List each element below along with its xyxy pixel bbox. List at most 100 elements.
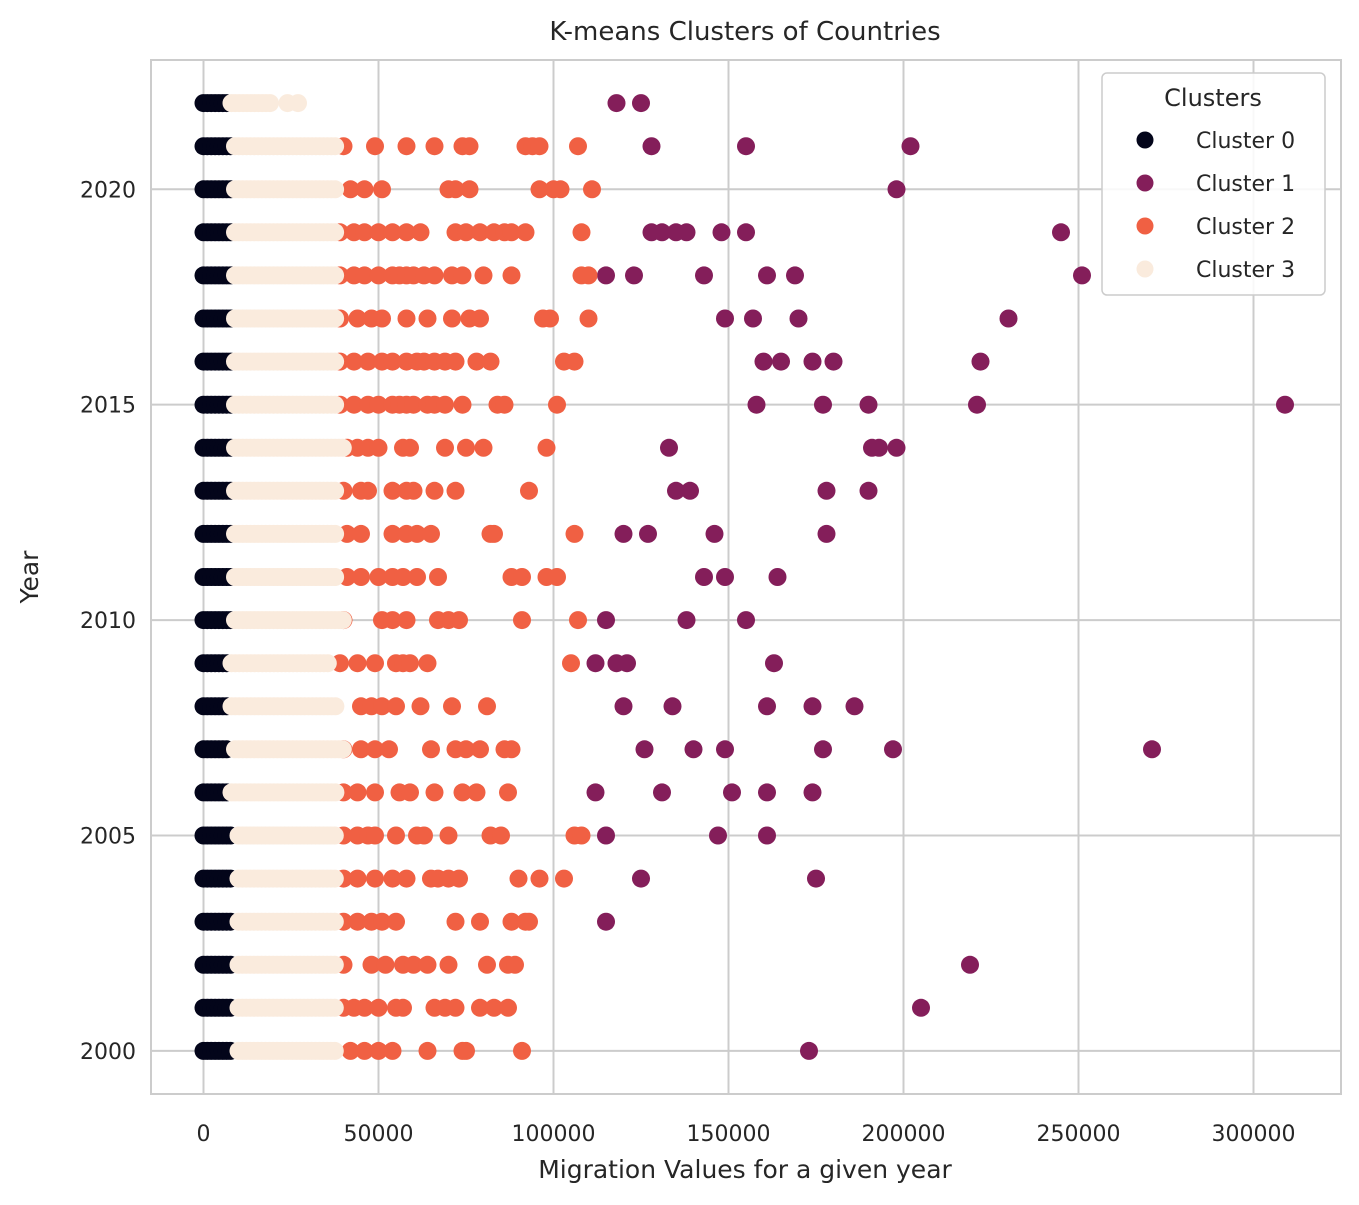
data-point	[383, 611, 402, 630]
data-point	[572, 826, 591, 845]
data-point	[369, 1041, 388, 1060]
legend: Clusters Cluster 0 Cluster 1 Cluster 2 Clus…	[1101, 72, 1326, 296]
data-point	[471, 309, 489, 328]
x-tick-label: 200000	[862, 1122, 946, 1147]
data-point	[415, 826, 433, 845]
data-point	[845, 697, 864, 716]
data-point	[695, 568, 713, 586]
data-point	[800, 1041, 818, 1060]
data-point	[387, 826, 405, 845]
data-point	[814, 395, 832, 414]
y-axis-label: Year	[15, 550, 44, 605]
data-point	[345, 352, 363, 371]
x-tick-label: 250000	[1037, 1122, 1121, 1147]
data-point	[772, 352, 790, 371]
data-point	[397, 869, 416, 888]
data-point	[737, 611, 755, 630]
data-point	[663, 697, 682, 716]
data-point	[716, 740, 734, 759]
data-point	[681, 481, 699, 500]
x-tick-label: 0	[197, 1122, 211, 1147]
data-point	[404, 955, 423, 974]
data-point	[333, 438, 352, 457]
data-point	[569, 137, 587, 156]
data-point	[348, 783, 367, 802]
data-point	[418, 309, 437, 328]
data-point	[359, 481, 377, 500]
data-point	[597, 611, 615, 630]
data-point	[765, 654, 783, 673]
data-point	[425, 137, 444, 156]
data-point	[716, 309, 734, 328]
data-point	[446, 481, 465, 500]
data-point	[737, 137, 755, 156]
data-point	[352, 524, 370, 543]
data-point	[446, 998, 465, 1017]
data-point	[614, 524, 633, 543]
data-point	[744, 309, 762, 328]
data-point	[366, 826, 384, 845]
data-point	[625, 266, 643, 285]
data-point	[397, 137, 416, 156]
data-point	[380, 740, 398, 759]
data-point	[632, 869, 650, 888]
data-point	[537, 438, 556, 457]
data-point	[425, 266, 444, 285]
data-point	[369, 438, 388, 457]
data-point	[418, 955, 437, 974]
data-point	[513, 1041, 531, 1060]
data-point	[418, 654, 437, 673]
data-point	[1143, 740, 1161, 759]
legend-marker	[1136, 174, 1154, 192]
data-point	[597, 826, 615, 845]
data-point	[758, 783, 776, 802]
data-point	[397, 223, 416, 242]
data-point	[471, 912, 489, 931]
data-point	[450, 611, 468, 630]
data-point	[326, 309, 345, 328]
data-point	[968, 395, 986, 414]
data-point	[348, 912, 367, 931]
series-cluster-3	[222, 94, 352, 1060]
data-point	[502, 912, 521, 931]
data-point	[513, 611, 531, 630]
data-point	[326, 352, 345, 371]
data-point	[326, 223, 345, 242]
y-tick-label: 2005	[80, 825, 136, 850]
data-point	[369, 395, 388, 414]
data-point	[684, 740, 703, 759]
data-point	[485, 998, 503, 1017]
data-point	[401, 783, 419, 802]
data-point	[348, 309, 367, 328]
data-point	[345, 395, 363, 414]
data-point	[394, 568, 412, 586]
data-point	[355, 180, 374, 199]
data-point	[439, 955, 458, 974]
data-point	[695, 266, 713, 285]
data-point	[383, 481, 402, 500]
legend-label: Cluster 2	[1196, 215, 1295, 240]
data-point	[289, 94, 307, 113]
data-point	[971, 352, 990, 371]
data-point	[653, 223, 671, 242]
data-point	[555, 869, 573, 888]
data-point	[884, 740, 902, 759]
data-point	[817, 481, 836, 500]
series-cluster-2	[331, 137, 601, 1060]
data-point	[326, 568, 345, 586]
data-point	[635, 740, 654, 759]
data-point	[807, 869, 825, 888]
data-point	[326, 395, 345, 414]
data-point	[754, 352, 773, 371]
data-point	[502, 740, 521, 759]
x-axis-label: Migration Values for a given year	[538, 1155, 952, 1184]
data-point	[401, 654, 419, 673]
data-point	[467, 783, 486, 802]
data-point	[551, 180, 570, 199]
data-point	[530, 869, 549, 888]
data-point	[999, 309, 1018, 328]
data-point	[443, 697, 461, 716]
data-point	[325, 912, 344, 931]
data-point	[499, 783, 517, 802]
data-point	[408, 524, 426, 543]
